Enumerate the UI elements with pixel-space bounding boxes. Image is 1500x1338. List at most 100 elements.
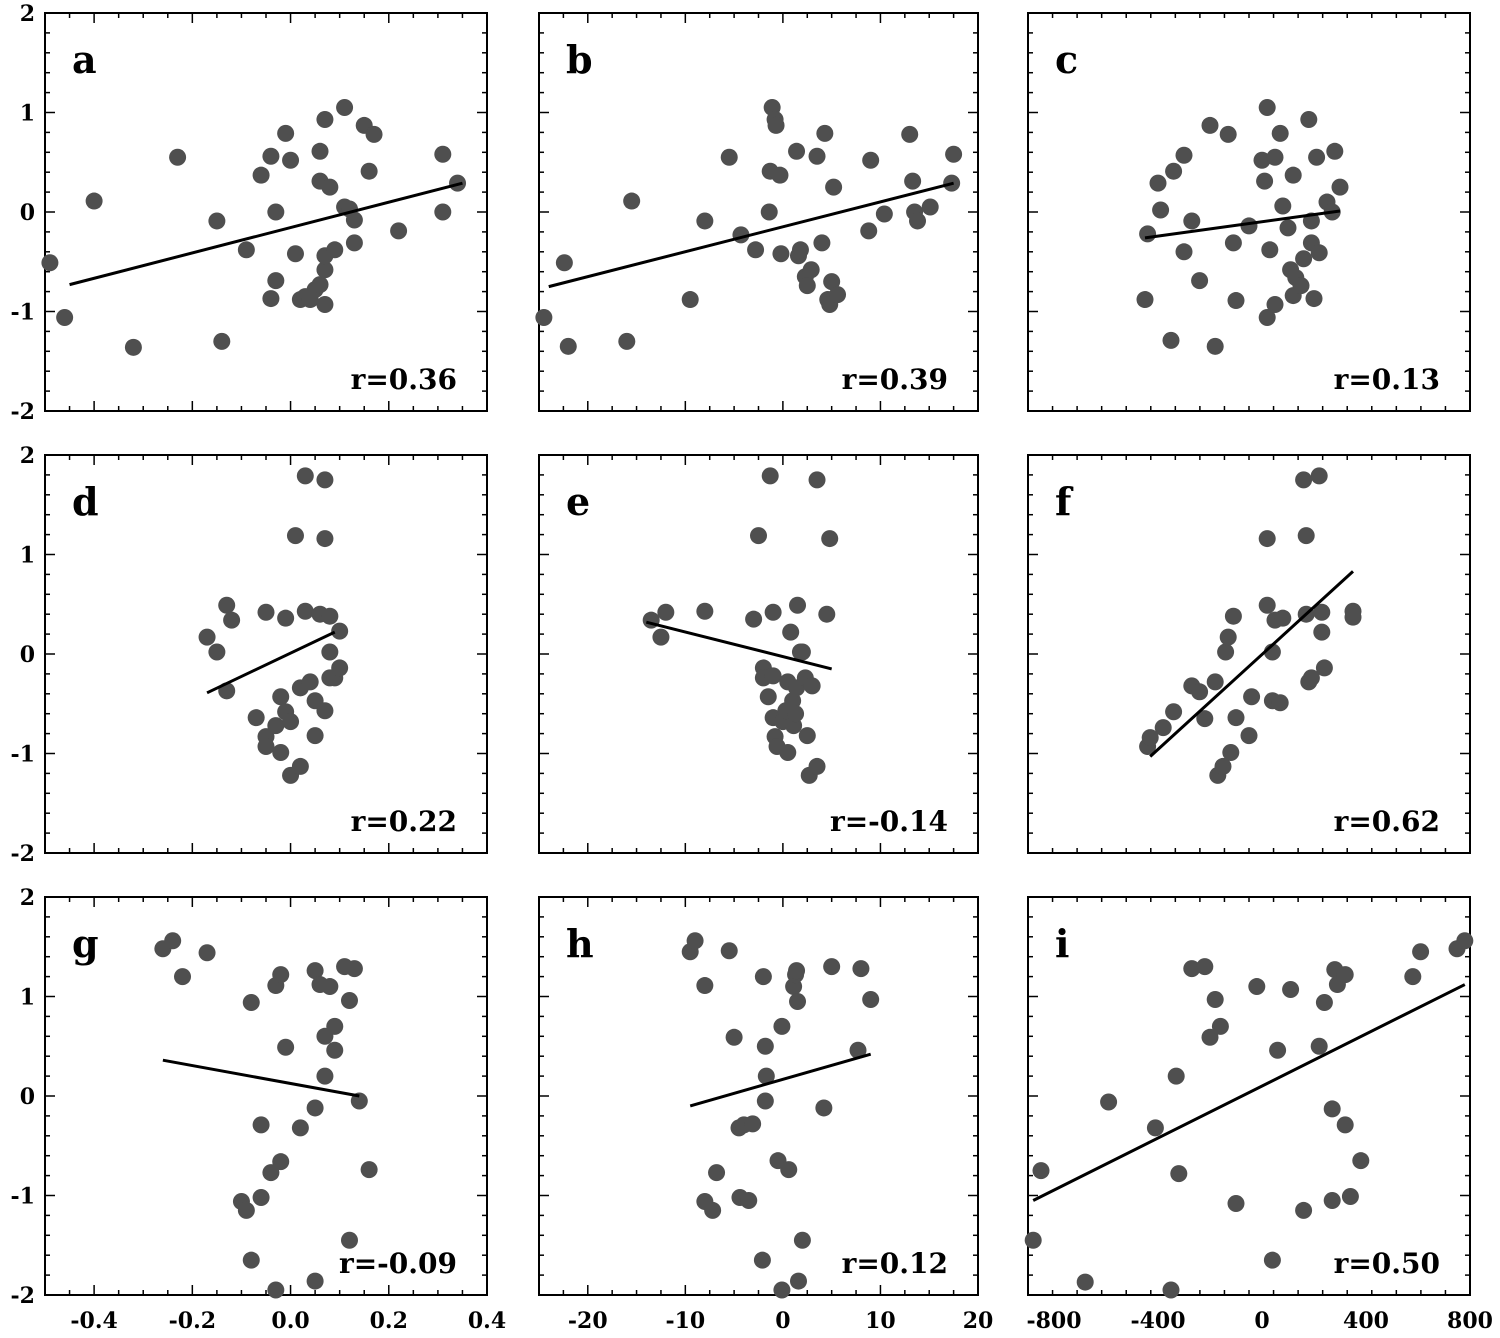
data-point [696, 212, 714, 230]
data-point [798, 277, 816, 295]
data-point [789, 1272, 807, 1290]
data-point [345, 960, 363, 978]
data-point [1191, 272, 1209, 290]
data-point [773, 1281, 791, 1299]
data-point [1284, 166, 1302, 184]
data-point [860, 222, 878, 240]
data-point [262, 147, 280, 165]
data-point [345, 234, 363, 252]
x-tick-label: -0.2 [169, 1308, 216, 1334]
data-point [808, 147, 826, 165]
data-point [740, 1191, 758, 1209]
plot-frame [1027, 454, 1471, 854]
data-point [789, 992, 807, 1010]
data-point [1214, 757, 1232, 775]
data-point [1165, 162, 1183, 180]
data-point [291, 757, 309, 775]
data-point [1175, 146, 1193, 164]
data-point [1310, 1037, 1328, 1055]
data-point [823, 273, 841, 291]
panel-f: f r=0.62 [1027, 454, 1471, 854]
data-point [1201, 1028, 1219, 1046]
data-point [720, 148, 738, 166]
regression-line [689, 1052, 872, 1108]
data-point [535, 308, 553, 326]
x-tick-label: 0 [775, 1308, 790, 1334]
x-tick-label: -20 [568, 1308, 608, 1334]
data-point [257, 603, 275, 621]
data-point [1219, 125, 1237, 143]
data-point [1295, 471, 1313, 489]
data-point [1258, 99, 1276, 117]
data-point [1295, 250, 1313, 268]
data-point [1271, 694, 1289, 712]
data-point [1175, 243, 1193, 261]
data-point [1219, 628, 1237, 646]
data-point [213, 332, 231, 350]
y-tick-label: -2 [11, 399, 35, 425]
plot-frame [44, 454, 488, 854]
data-point [1136, 291, 1154, 309]
data-point [252, 1188, 270, 1206]
data-point [316, 110, 334, 128]
regression-line [69, 181, 463, 287]
data-point [316, 702, 334, 720]
data-point [331, 659, 349, 677]
panel-letter: d [72, 479, 99, 524]
data-point [340, 991, 358, 1009]
data-point [1326, 142, 1344, 160]
data-point [1032, 1162, 1050, 1180]
regression-line [645, 620, 833, 671]
data-point [1315, 993, 1333, 1011]
data-point [1279, 219, 1297, 237]
data-point [247, 709, 265, 727]
y-tick-label: -1 [11, 742, 35, 768]
data-point [686, 932, 704, 950]
data-point [788, 962, 806, 980]
plot-frame [1027, 12, 1471, 412]
data-point [208, 643, 226, 661]
data-point [808, 757, 826, 775]
data-point [1222, 744, 1240, 762]
data-point [306, 962, 324, 980]
data-point [277, 609, 295, 627]
data-point [759, 688, 777, 706]
x-tick-label: 800 [1447, 1308, 1493, 1334]
data-point [756, 1037, 774, 1055]
data-point [1331, 178, 1349, 196]
data-point [296, 602, 314, 620]
data-point [787, 705, 805, 723]
data-point [945, 145, 963, 163]
data-point [237, 241, 255, 259]
data-point [311, 142, 329, 160]
data-point [316, 296, 334, 314]
data-point [198, 628, 216, 646]
data-point [1224, 607, 1242, 625]
data-point [1211, 1017, 1229, 1035]
data-point [257, 738, 275, 756]
data-point [825, 178, 843, 196]
data-point [852, 960, 870, 978]
data-point [1165, 703, 1183, 721]
data-point [1162, 331, 1180, 349]
data-point [780, 1161, 798, 1179]
panel-e: e r=-0.14 [538, 454, 979, 854]
data-point [306, 1272, 324, 1290]
regression-line [206, 630, 336, 695]
data-point [623, 192, 641, 210]
data-point [1266, 296, 1284, 314]
data-point [720, 942, 738, 960]
data-point [657, 603, 675, 621]
panel-b: b r=0.39 [535, 12, 979, 412]
data-point [760, 203, 778, 221]
data-point [434, 145, 452, 163]
data-point [802, 261, 820, 279]
plot-frame [44, 12, 488, 412]
data-point [306, 1099, 324, 1117]
x-tick-label: -400 [1130, 1308, 1185, 1334]
panel-letter: f [1055, 479, 1074, 524]
panel-g: 2 1 0 -1 -2 -0.4 -0.2 0.0 0.2 0.4 g r=-0.09 [11, 885, 507, 1334]
data-point [772, 245, 790, 263]
correlation-label: r=0.50 [1334, 1247, 1440, 1280]
